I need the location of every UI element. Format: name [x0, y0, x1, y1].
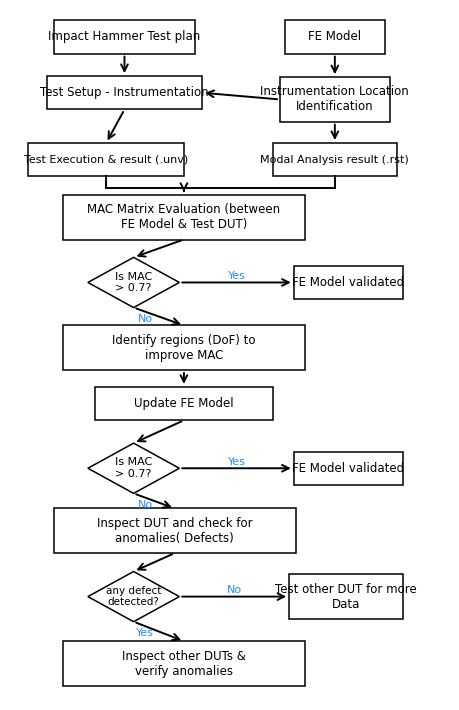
Text: Test other DUT for more
Data: Test other DUT for more Data	[275, 583, 417, 611]
Text: No: No	[138, 500, 152, 510]
Text: Inspect other DUTs &
verify anomalies: Inspect other DUTs & verify anomalies	[122, 650, 246, 677]
Text: No: No	[138, 314, 152, 324]
Text: any defect
detected?: any defect detected?	[106, 586, 161, 607]
FancyBboxPatch shape	[63, 195, 305, 239]
Text: Test Setup - Instrumentation: Test Setup - Instrumentation	[40, 86, 209, 99]
FancyBboxPatch shape	[273, 143, 397, 177]
Polygon shape	[88, 572, 179, 622]
Text: Identify regions (DoF) to
improve MAC: Identify regions (DoF) to improve MAC	[112, 334, 256, 362]
FancyBboxPatch shape	[63, 641, 305, 686]
FancyBboxPatch shape	[95, 387, 273, 420]
FancyBboxPatch shape	[280, 77, 390, 122]
Text: Yes: Yes	[228, 457, 246, 466]
Text: Update FE Model: Update FE Model	[134, 397, 234, 410]
Text: Modal Analysis result (.rst): Modal Analysis result (.rst)	[260, 155, 409, 165]
Text: Yes: Yes	[136, 628, 154, 638]
FancyBboxPatch shape	[47, 76, 202, 109]
Text: Inspect DUT and check for
anomalies( Defects): Inspect DUT and check for anomalies( Def…	[97, 517, 252, 545]
Text: FE Model: FE Model	[308, 31, 361, 43]
FancyBboxPatch shape	[63, 325, 305, 370]
Text: No: No	[227, 585, 242, 595]
Text: Is MAC
> 0.7?: Is MAC > 0.7?	[115, 272, 152, 293]
FancyBboxPatch shape	[294, 452, 403, 485]
FancyBboxPatch shape	[294, 266, 403, 299]
Text: Instrumentation Location
Identification: Instrumentation Location Identification	[260, 85, 409, 114]
Polygon shape	[88, 443, 179, 493]
FancyBboxPatch shape	[54, 20, 196, 54]
FancyBboxPatch shape	[285, 20, 385, 54]
Text: Impact Hammer Test plan: Impact Hammer Test plan	[48, 31, 201, 43]
Text: Is MAC
> 0.7?: Is MAC > 0.7?	[115, 457, 152, 479]
Text: FE Model validated: FE Model validated	[292, 462, 405, 475]
Polygon shape	[88, 257, 179, 307]
Text: Yes: Yes	[228, 271, 246, 280]
Text: Test Execution & result (.unv): Test Execution & result (.unv)	[24, 155, 188, 165]
FancyBboxPatch shape	[289, 574, 403, 619]
FancyBboxPatch shape	[54, 508, 296, 553]
FancyBboxPatch shape	[28, 143, 184, 177]
Text: MAC Matrix Evaluation (between
FE Model & Test DUT): MAC Matrix Evaluation (between FE Model …	[87, 203, 280, 231]
Text: FE Model validated: FE Model validated	[292, 276, 405, 289]
